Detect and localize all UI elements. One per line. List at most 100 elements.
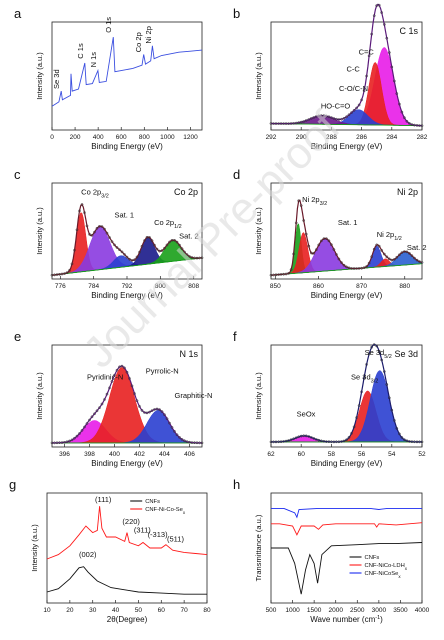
data-point xyxy=(307,435,311,438)
annotation-label: Sat. 2 xyxy=(179,232,199,241)
data-point xyxy=(357,267,361,270)
data-point xyxy=(163,246,166,250)
data-point xyxy=(387,257,391,261)
panel-d: d Ni 2p 850 860 870 880 Binding Energy (eV) Int… xyxy=(233,167,427,300)
data-point xyxy=(418,124,421,127)
x-axis-label-main: Wave number (cm xyxy=(310,615,375,624)
data-point xyxy=(403,116,406,120)
data-point xyxy=(63,440,66,444)
data-point xyxy=(400,110,404,114)
data-point xyxy=(130,384,134,388)
annotation-label: Se 3d xyxy=(52,69,61,89)
annotation-subscript: 3/2 xyxy=(320,201,328,207)
data-point xyxy=(309,436,313,439)
data-point xyxy=(317,438,321,442)
envelope-line xyxy=(271,3,423,127)
plot-frame xyxy=(270,182,423,280)
data-point xyxy=(128,257,131,261)
data-point xyxy=(415,124,419,127)
annotation-text: O 1s xyxy=(104,17,113,33)
data-point xyxy=(312,437,316,440)
data-point xyxy=(340,440,343,443)
data-point xyxy=(148,410,151,414)
data-point xyxy=(173,238,176,242)
annotation-text: N 1s xyxy=(89,52,98,68)
data-point xyxy=(185,253,189,256)
data-point xyxy=(160,249,164,252)
series-line-cnfs xyxy=(271,542,423,595)
data-point xyxy=(125,370,129,374)
data-point xyxy=(314,248,318,252)
x-tick-label: 200 xyxy=(70,134,81,141)
x-tick-label: 10 xyxy=(43,607,51,614)
x-tick-label: 40 xyxy=(112,607,120,614)
panel-a: a 0 200 400 600 800 1000 1200 Binding Energy (eV… xyxy=(14,6,203,151)
data-point xyxy=(360,266,363,270)
annotation-text: Graphitic-N xyxy=(175,391,213,400)
data-point xyxy=(370,32,374,36)
panel-c: c Co 2p 776 784 792 800 808 Binding Energy (eV)… xyxy=(14,167,204,300)
data-point xyxy=(325,114,328,118)
data-point xyxy=(355,267,358,270)
data-point xyxy=(135,255,139,259)
data-point xyxy=(85,422,89,425)
data-point xyxy=(158,249,161,253)
data-point xyxy=(145,235,149,239)
data-point xyxy=(403,250,406,253)
data-point xyxy=(73,436,76,440)
data-point xyxy=(405,250,409,254)
chart-title: Co 2p xyxy=(174,187,198,197)
data-point xyxy=(322,114,326,118)
annotation-text: Ni 2p xyxy=(144,26,153,44)
data-point xyxy=(163,413,166,417)
x-tick-label: 2500 xyxy=(350,607,365,614)
series-line-0 xyxy=(51,37,203,107)
x-tick-label: 62 xyxy=(267,451,275,458)
data-point xyxy=(140,244,144,248)
data-point xyxy=(362,266,366,270)
data-point xyxy=(312,251,316,255)
data-point xyxy=(299,434,303,438)
data-point xyxy=(292,121,295,125)
data-point xyxy=(335,253,338,256)
data-point xyxy=(330,440,333,444)
envelope-line xyxy=(271,343,422,443)
x-axis-label: 2θ(Degree) xyxy=(107,615,148,624)
data-point xyxy=(68,269,71,272)
data-point xyxy=(304,232,308,236)
legend-text: CNFs xyxy=(145,499,160,505)
data-point xyxy=(78,432,81,435)
data-point xyxy=(289,268,293,271)
data-point xyxy=(160,410,164,413)
legend-subscript: x xyxy=(405,566,408,571)
data-point xyxy=(360,98,363,102)
data-point xyxy=(120,250,124,254)
data-point xyxy=(330,116,333,119)
data-point xyxy=(113,373,116,377)
annotation-subscript: 3/2 xyxy=(371,379,379,385)
data-point xyxy=(88,418,91,422)
data-point xyxy=(405,119,409,123)
annotation-text: Sat. 1 xyxy=(115,211,135,220)
data-point xyxy=(120,364,124,368)
data-point xyxy=(135,399,139,403)
data-point xyxy=(282,122,285,125)
data-point xyxy=(340,261,343,264)
data-point xyxy=(143,411,146,414)
data-point xyxy=(319,114,323,117)
annotation-text: Se 3d xyxy=(365,348,385,357)
annotation-label: (002) xyxy=(79,550,97,559)
data-point xyxy=(312,116,316,119)
data-point xyxy=(382,252,386,256)
data-point xyxy=(380,249,384,252)
annotation-text: SeOx xyxy=(297,409,316,418)
annotation-text: (-313) xyxy=(148,530,169,539)
data-point xyxy=(150,409,154,413)
x-tick-label: 20 xyxy=(66,607,74,614)
envelope-line xyxy=(270,199,423,276)
data-point xyxy=(390,408,394,412)
panel-letter: a xyxy=(14,6,22,21)
data-point xyxy=(385,383,389,386)
annotation-text: Pyrrolic-N xyxy=(146,367,179,376)
data-point xyxy=(410,123,414,126)
